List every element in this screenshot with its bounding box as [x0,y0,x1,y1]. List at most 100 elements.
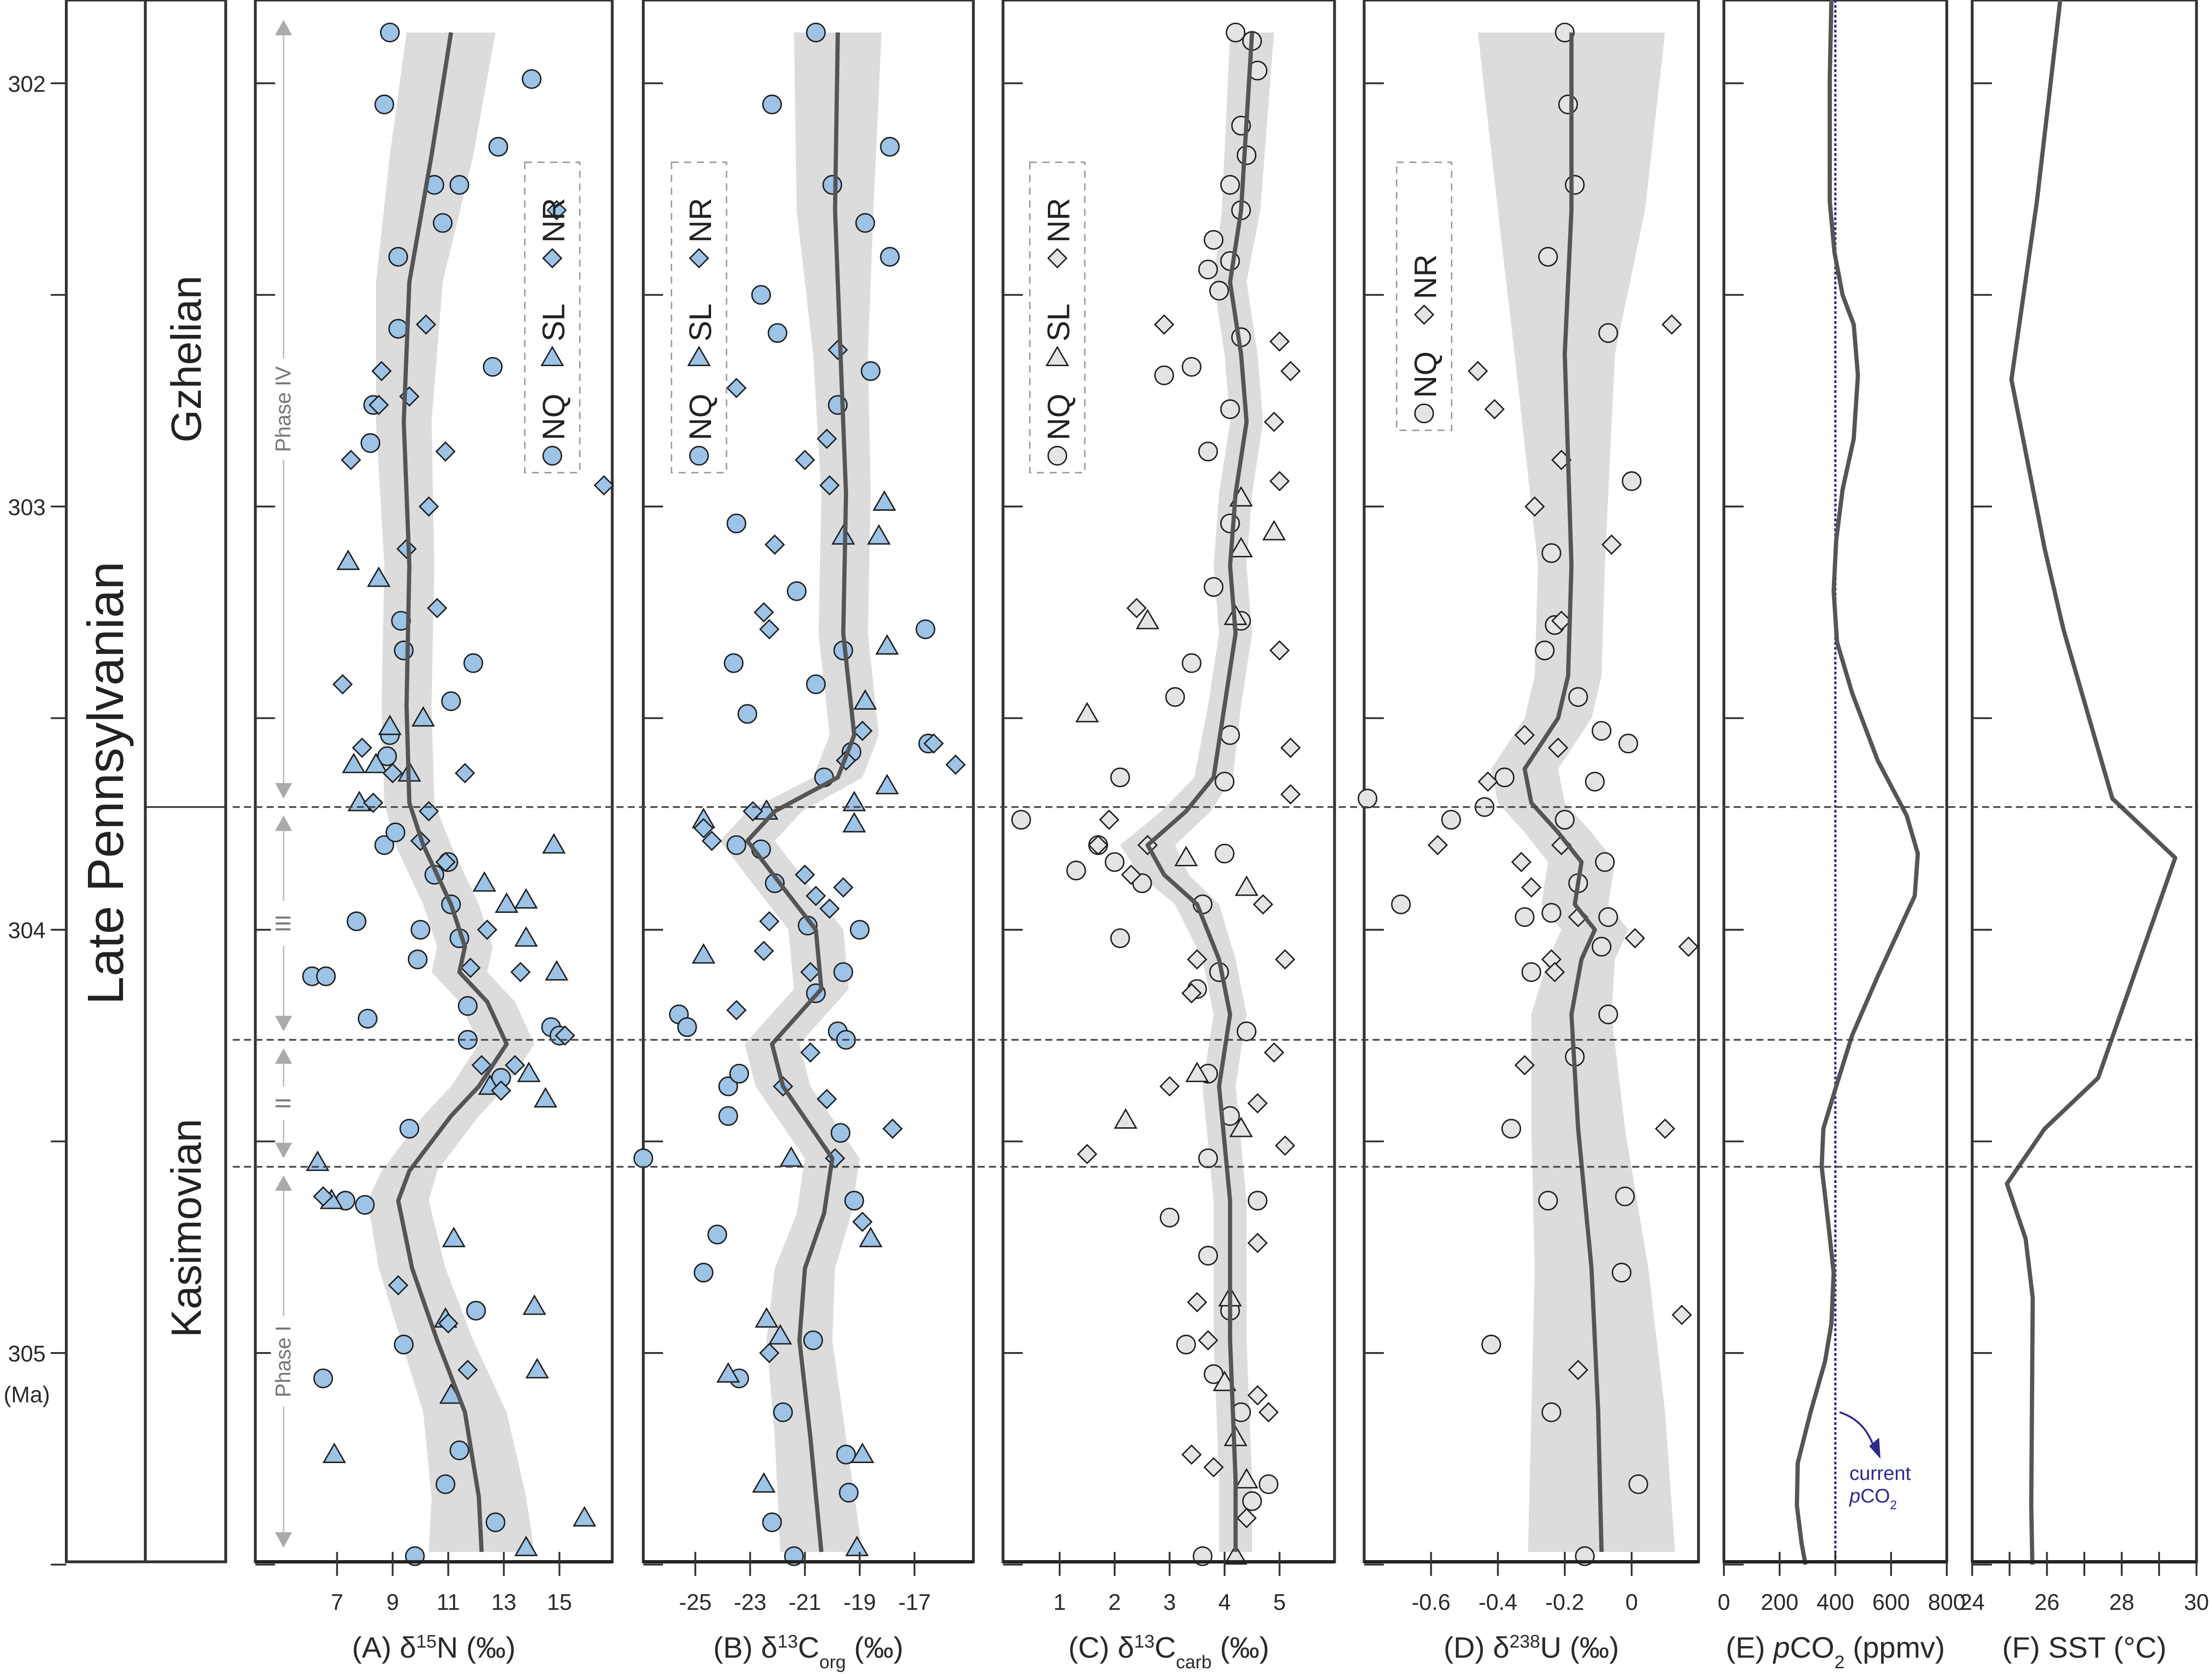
nr-point [800,1042,821,1063]
nr-point [1514,1055,1535,1076]
sl-point [853,689,877,710]
sl-point [845,1536,869,1556]
nr-point [1264,1042,1284,1063]
nr-point [388,1275,408,1296]
nq-point [806,23,826,43]
nr-point [491,1080,512,1101]
nq-point [1181,357,1202,377]
nr-point [816,1089,837,1109]
phase-label-bg [270,1086,296,1120]
sl-point [875,774,899,795]
arrow-head-icon [1869,1438,1880,1459]
nq-point [806,674,826,694]
nq-point [1595,852,1615,872]
sl-point [867,524,891,545]
nq-point [1220,251,1240,271]
nr-point [852,1211,873,1232]
x-tick-label: 13 [492,1589,516,1614]
arrow-down-icon [275,1016,292,1032]
nr-point [1544,961,1565,983]
nq-point [485,1512,505,1532]
nr-point [1568,1359,1588,1380]
age-tick-label: 303 [8,494,46,520]
age-tick-label: 302 [8,71,46,97]
stage-label: Gzhelian [162,276,210,443]
circle-marker-icon [1414,403,1434,423]
label-part: CO [1860,1485,1890,1507]
nq-point [1258,1474,1278,1494]
nq-point [1598,1004,1618,1024]
nr-point [1264,411,1284,432]
label-part: (F) SST (°C) [2002,1631,2166,1664]
sl-point [842,790,866,812]
nr-point [816,429,837,449]
nr-point [882,1118,903,1139]
nq-point [1198,442,1218,462]
nr-point [1181,1444,1202,1465]
nr-point [800,961,821,983]
nr-point [371,361,392,382]
nq-point [1220,513,1240,533]
sl-point [716,1362,740,1383]
sl-point [873,490,897,511]
x-tick-label: 5 [1273,1589,1286,1614]
nr-point [852,720,873,741]
nq-point [1481,1334,1501,1354]
label-part: (‰) [1212,1631,1269,1664]
sl-point [342,752,366,774]
nq-point [1220,399,1240,419]
nq-point [432,213,453,233]
label-part: (ppmv) [1844,1631,1945,1664]
nq-point [1591,936,1611,957]
nr-point [593,475,614,496]
nr-point [1159,1076,1180,1097]
sl-point [572,1506,597,1527]
x-tick-label: -17 [898,1589,931,1614]
nq-point [830,1123,851,1143]
arrow-up-icon [275,1175,292,1191]
legend-label: NQ [536,394,571,440]
nq-point [860,361,881,381]
phase-arrow: Phase IV [270,20,296,799]
nr-point [1121,864,1142,885]
nq-point [1495,767,1515,788]
nq-point [751,285,771,305]
nr-point [1275,1135,1295,1156]
legend: NQ SL NR [683,198,718,466]
nr-point [1427,835,1448,856]
nq-point [803,1330,823,1351]
nq-point [463,653,483,673]
nr-point [1671,1305,1692,1325]
nq-point [313,1368,333,1389]
label-part: U (‰) [1540,1631,1619,1664]
sl-point [1229,537,1253,557]
label-part: 15 [416,1631,437,1652]
nq-point [1154,365,1174,385]
nq-point [1598,323,1618,343]
nq-point [482,357,503,377]
nq-point [1181,653,1202,673]
nq-point [1514,907,1535,927]
legend-label: NQ [1408,351,1443,398]
nq-point [724,653,744,673]
phase-label-bg [270,900,296,946]
x-axis-label: (F) SST (°C) [2002,1631,2166,1664]
nq-point [357,1009,378,1029]
x-tick-label: 800 [1928,1589,1966,1614]
nq-point [844,1191,864,1211]
nr-point [1269,640,1290,661]
sl-point [1185,1061,1209,1083]
phase-label: Phase I [272,1326,295,1397]
nr-point [1247,1385,1268,1406]
nr-point [1477,771,1498,792]
nq-point [786,581,807,601]
label-part: C [1155,1631,1176,1664]
nr-point [1187,1292,1207,1313]
arrow-up-icon [275,1048,292,1064]
nr-point [764,534,785,555]
sl-point [306,1150,330,1171]
label-part: 238 [1510,1631,1540,1652]
nr-point [1269,331,1290,352]
x-tick-label: 28 [2109,1589,2134,1614]
